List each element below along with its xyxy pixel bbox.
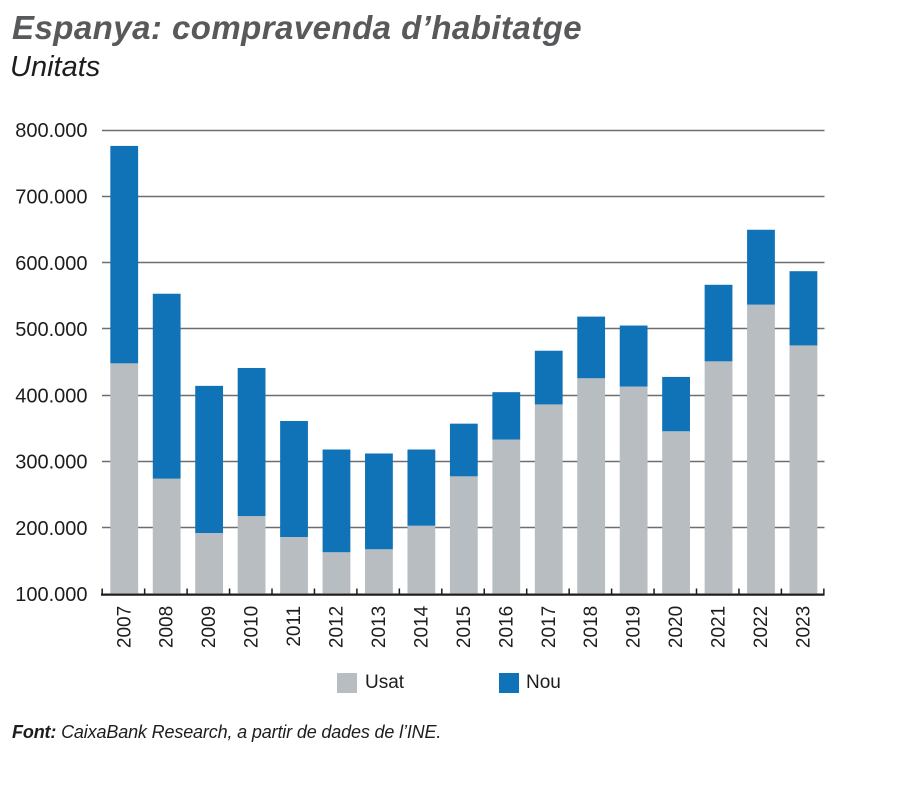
svg-text:600.000: 600.000 [15, 253, 87, 275]
svg-text:2007: 2007 [114, 606, 135, 648]
svg-text:2021: 2021 [709, 606, 730, 648]
svg-text:2013: 2013 [369, 606, 390, 648]
svg-text:2018: 2018 [581, 606, 602, 648]
svg-text:2011: 2011 [284, 606, 305, 647]
svg-text:2009: 2009 [199, 606, 220, 648]
svg-text:2014: 2014 [411, 605, 432, 648]
svg-text:2008: 2008 [157, 606, 178, 648]
svg-text:2012: 2012 [327, 606, 348, 648]
svg-text:200.000: 200.000 [15, 518, 87, 540]
svg-text:2016: 2016 [496, 606, 517, 648]
svg-text:2010: 2010 [242, 606, 263, 648]
svg-text:2023: 2023 [793, 606, 814, 648]
svg-text:2015: 2015 [454, 606, 475, 648]
svg-text:300.000: 300.000 [15, 452, 87, 474]
svg-text:100.000: 100.000 [15, 584, 87, 606]
svg-text:2022: 2022 [751, 606, 772, 648]
svg-text:2019: 2019 [624, 606, 645, 648]
svg-text:800.000: 800.000 [15, 120, 87, 142]
svg-text:2020: 2020 [666, 606, 687, 648]
svg-text:700.000: 700.000 [15, 186, 87, 208]
svg-text:400.000: 400.000 [15, 385, 87, 407]
svg-text:500.000: 500.000 [15, 319, 87, 341]
svg-text:2017: 2017 [539, 606, 560, 648]
